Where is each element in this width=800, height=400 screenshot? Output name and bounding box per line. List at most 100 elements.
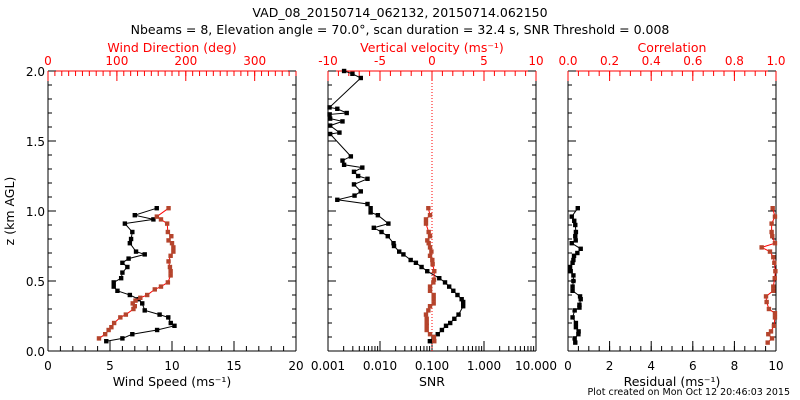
- top-axis-label: Correlation: [638, 40, 707, 55]
- data-point: [358, 75, 363, 81]
- data-point: [572, 336, 577, 341]
- top-tick-label: 200: [174, 54, 197, 68]
- data-point: [432, 339, 437, 344]
- data-point: [391, 243, 397, 249]
- data-point: [341, 162, 347, 167]
- data-point: [351, 182, 357, 187]
- data-point: [145, 292, 150, 298]
- data-point: [118, 276, 124, 281]
- top-tick-label: -10: [318, 54, 338, 68]
- data-point: [365, 201, 370, 207]
- x-tick-label: 8: [731, 359, 739, 373]
- data-point: [773, 269, 778, 274]
- data-point: [327, 123, 333, 128]
- data-point: [172, 323, 177, 328]
- data-point: [568, 269, 573, 274]
- data-point: [109, 325, 114, 330]
- data-point: [96, 336, 102, 341]
- data-point: [166, 206, 171, 211]
- data-point: [133, 298, 138, 303]
- data-point: [169, 234, 174, 239]
- data-point: [567, 264, 573, 270]
- data-point: [358, 189, 363, 194]
- y-tick-label: 2.0: [26, 65, 45, 79]
- data-point: [120, 260, 125, 265]
- top-tick-label: 100: [105, 54, 128, 68]
- x-tick-label: 1.000: [467, 359, 501, 373]
- data-point: [165, 229, 171, 235]
- data-point: [425, 238, 430, 243]
- data-point: [348, 154, 354, 159]
- data-point: [431, 301, 436, 306]
- top-tick-label: 5: [480, 54, 488, 68]
- data-point: [577, 305, 582, 310]
- y-tick-label: 0.5: [26, 275, 45, 289]
- data-point: [131, 306, 136, 312]
- data-point: [427, 332, 433, 337]
- data-point: [158, 217, 164, 222]
- series-vertical-velocity: [423, 206, 437, 344]
- data-point: [106, 327, 111, 333]
- data-point: [408, 257, 413, 263]
- series-wind-speed: [104, 206, 177, 344]
- top-tick-label: 0.6: [683, 54, 702, 68]
- data-point: [759, 245, 764, 250]
- data-point: [427, 284, 433, 289]
- data-point: [427, 234, 433, 239]
- data-point: [764, 299, 769, 305]
- data-point: [769, 336, 775, 341]
- data-point: [768, 329, 774, 334]
- data-point: [443, 323, 449, 328]
- data-point: [766, 306, 772, 312]
- x-axis-label: Residual (ms⁻¹): [624, 374, 721, 389]
- data-point: [154, 214, 160, 219]
- x-tick-label: 10: [164, 359, 179, 373]
- data-point: [423, 312, 429, 317]
- data-point: [368, 206, 373, 211]
- data-point: [111, 320, 117, 326]
- data-point: [425, 269, 430, 274]
- data-point: [424, 323, 429, 328]
- series-residual: [567, 206, 583, 345]
- data-point: [573, 238, 578, 243]
- data-point: [763, 294, 769, 299]
- data-point: [427, 245, 433, 250]
- top-tick-label: 1.0: [766, 54, 785, 68]
- data-point: [573, 234, 578, 239]
- data-point: [431, 277, 437, 282]
- data-point: [335, 106, 340, 111]
- top-tick-label: 0.2: [600, 54, 619, 68]
- data-point: [573, 222, 578, 228]
- data-point: [772, 260, 777, 265]
- data-point: [166, 238, 171, 243]
- data-point: [573, 229, 579, 235]
- data-point: [327, 112, 332, 117]
- top-axis-label: Vertical velocity (ms⁻¹): [360, 40, 504, 55]
- series-line: [98, 207, 174, 339]
- data-point: [166, 315, 171, 320]
- data-point: [577, 294, 583, 299]
- data-point: [379, 229, 384, 235]
- panel-2: 0.001 0.010 0.100 1.000 10.000 SNR -10 -5 0 5 10 Ve…: [311, 40, 557, 389]
- data-point: [430, 262, 435, 267]
- data-point: [396, 249, 402, 254]
- data-point: [340, 119, 345, 124]
- data-point: [132, 304, 137, 309]
- data-point: [573, 340, 578, 345]
- top-tick-label: 300: [243, 54, 266, 68]
- data-point: [442, 280, 448, 285]
- data-point: [573, 320, 579, 326]
- data-point: [571, 273, 576, 278]
- data-point: [570, 315, 575, 320]
- data-point: [151, 217, 156, 222]
- data-point: [171, 245, 176, 250]
- data-point: [102, 332, 108, 337]
- x-tick-label: 10.000: [515, 359, 557, 373]
- data-point: [423, 221, 429, 226]
- data-point: [771, 255, 776, 260]
- data-point: [451, 288, 456, 293]
- data-point: [426, 206, 431, 211]
- data-point: [575, 206, 580, 211]
- y-tick-label: 1.0: [26, 205, 45, 219]
